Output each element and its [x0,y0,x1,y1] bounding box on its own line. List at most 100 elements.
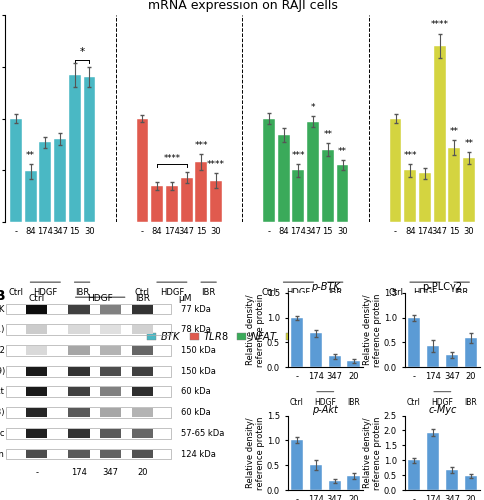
Text: 60 kDa: 60 kDa [181,408,210,417]
Bar [290,440,302,490]
Bar [68,388,90,396]
Text: 57-65 kDa: 57-65 kDa [181,429,224,438]
Text: ***: *** [194,140,208,149]
Bar [100,408,121,417]
Text: **: ** [449,127,458,136]
Bar [290,318,302,367]
Text: IBR: IBR [75,288,89,298]
Bar [448,148,459,222]
Text: -: - [35,468,38,477]
Bar [26,429,47,438]
Bar [26,408,47,417]
Bar [262,118,274,222]
Bar [336,165,348,222]
Text: *: * [310,104,315,112]
Bar [180,178,192,222]
Text: HDGF: HDGF [314,398,335,407]
Text: Ctrl: Ctrl [406,398,420,407]
Text: ***: *** [403,151,416,160]
Bar [6,448,171,460]
Bar [151,186,163,222]
Bar [6,428,171,438]
Y-axis label: Relative density/
reference protein: Relative density/ reference protein [363,416,382,490]
Text: ***: *** [291,151,304,160]
Bar [132,388,153,396]
Bar [462,158,474,222]
Bar [69,75,80,222]
Text: Ctrl: Ctrl [261,288,276,298]
Bar [26,304,47,314]
Bar [445,470,457,490]
Text: 174: 174 [71,468,87,477]
Bar [426,433,438,490]
Text: B: B [0,289,5,303]
Text: p-Akt (S473): p-Akt (S473) [0,408,5,417]
Text: HDGF: HDGF [412,288,436,298]
Y-axis label: Relative density/
reference protein: Relative density/ reference protein [245,416,265,490]
Bar [68,304,90,314]
Bar [100,304,121,314]
Bar [166,186,178,222]
Text: **: ** [464,138,472,147]
Bar [445,355,457,367]
Bar [210,180,222,222]
Title: p-PLCγ2: p-PLCγ2 [422,282,461,292]
Bar [347,362,359,367]
Y-axis label: Relative density/
reference protein: Relative density/ reference protein [245,294,265,367]
Bar [418,174,430,222]
Bar [100,346,121,355]
Bar [26,326,47,334]
Text: 20: 20 [137,468,148,477]
Bar [68,429,90,438]
Text: Ctrl: Ctrl [135,288,150,298]
Text: HDGF: HDGF [87,294,113,303]
Text: Ctrl: Ctrl [8,288,23,298]
Text: PLCγ2: PLCγ2 [0,346,5,355]
Text: HDGF: HDGF [33,288,57,298]
Bar [347,476,359,490]
Title: p-Akt: p-Akt [312,405,337,415]
Text: BTK: BTK [0,304,5,314]
Bar [309,465,321,490]
Bar [54,139,66,222]
Text: c-Myc: c-Myc [0,429,5,438]
Text: p-PLCγ2 (Y759): p-PLCγ2 (Y759) [0,366,5,376]
Text: 347: 347 [103,468,119,477]
Text: IBR: IBR [135,294,150,303]
Bar [426,346,438,367]
Bar [292,170,304,222]
Legend: $\it{BTK}$, $\it{TLR8}$, $\it{NFAT}$, $\it{ARID3A}$: $\it{BTK}$, $\it{TLR8}$, $\it{NFAT}$, $\… [142,326,342,345]
Bar [132,346,153,355]
Bar [26,367,47,376]
Bar [68,326,90,334]
Bar [100,367,121,376]
Title: c-Myc: c-Myc [427,405,455,415]
Bar [100,388,121,396]
Text: **: ** [26,151,35,160]
Bar [132,408,153,417]
Text: Akt: Akt [0,388,5,396]
Bar [68,346,90,355]
Text: IBR: IBR [347,398,359,407]
Bar [26,388,47,396]
Text: 77 kDa: 77 kDa [181,304,210,314]
Bar [10,118,22,222]
Text: p-BTK (Y551): p-BTK (Y551) [0,326,5,334]
Text: 60 kDa: 60 kDa [181,388,210,396]
Bar [6,345,171,356]
Text: HDGF: HDGF [286,288,310,298]
Bar [6,304,171,314]
Text: ****: **** [163,154,180,163]
Text: ****: **** [430,20,448,30]
Title: p-BTK: p-BTK [310,282,339,292]
Text: HDGF: HDGF [431,398,453,407]
Text: μM: μM [178,294,191,303]
Y-axis label: Relative density/
reference protein: Relative density/ reference protein [363,294,382,367]
Text: IBR: IBR [454,288,468,298]
Text: HDGF: HDGF [159,288,183,298]
Bar [132,304,153,314]
Bar [328,481,340,490]
Bar [321,150,333,222]
Bar [132,367,153,376]
Bar [100,326,121,334]
